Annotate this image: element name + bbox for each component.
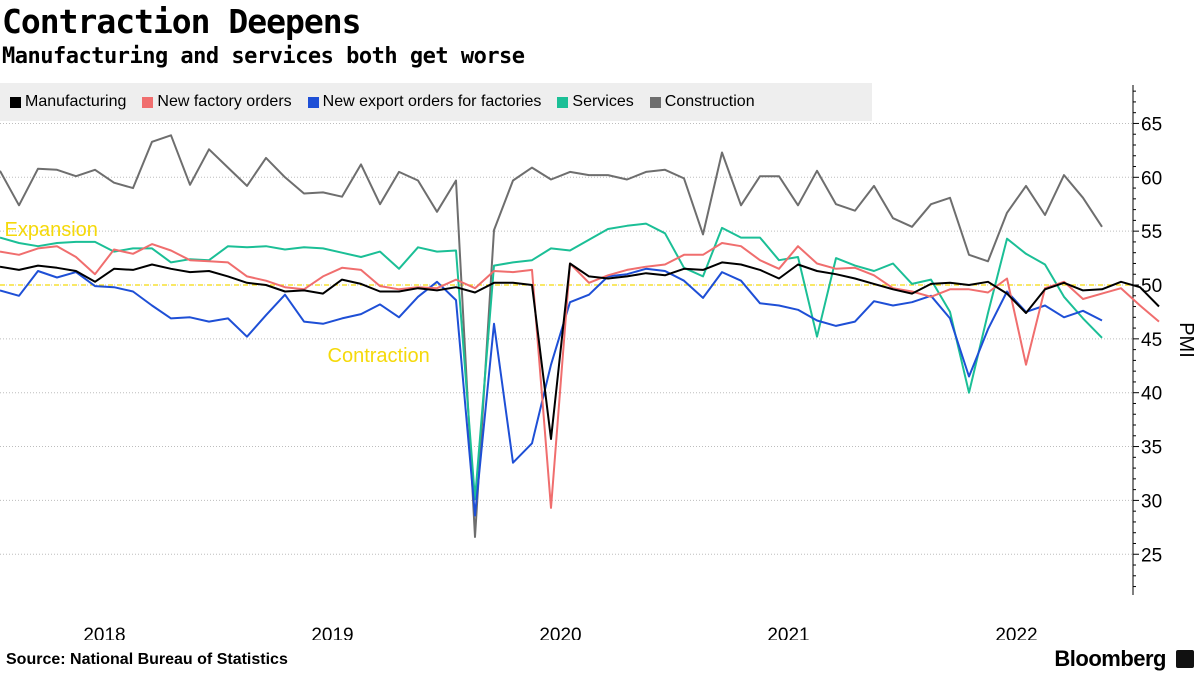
y-tick-label-25: 25 — [1141, 545, 1162, 566]
source-note: Source: National Bureau of Statistics — [6, 651, 288, 668]
legend-swatch — [307, 96, 319, 108]
series-line-manufacturing — [0, 261, 1160, 440]
pmi-line-chart: 25 30 35 40 45 50 55 60 65 PMI Expansion Contractio… — [0, 85, 1197, 640]
legend-item-manufacturing: Manufacturing — [10, 93, 126, 111]
x-tick-label-2019: 2019 — [311, 625, 353, 640]
y-tick-label-65: 65 — [1141, 114, 1162, 135]
series-line-services — [0, 222, 1103, 501]
chart-subtitle: Manufacturing and services both get wors… — [2, 44, 525, 69]
legend-swatch — [557, 96, 569, 108]
legend-item-services: Services — [557, 93, 634, 111]
y-tick-label-30: 30 — [1141, 491, 1162, 512]
brand-logo: Bloomberg — [1054, 646, 1166, 671]
y-tick-label-60: 60 — [1141, 168, 1162, 189]
x-tick-label-2020: 2020 — [539, 625, 581, 640]
bloomberg-terminal-icon — [1176, 650, 1194, 668]
legend-label: New export orders for factories — [322, 93, 542, 110]
x-tick-label-2021: 2021 — [767, 625, 809, 640]
x-tick-label-2022: 2022 — [995, 625, 1037, 640]
legend-label: Manufacturing — [25, 93, 127, 110]
legend-label: Construction — [664, 93, 755, 110]
legend-swatch — [142, 96, 154, 108]
chart-title: Contraction Deepens — [2, 2, 361, 41]
legend-swatch — [649, 96, 661, 108]
y-tick-label-55: 55 — [1141, 222, 1162, 243]
legend-item-new-factory-orders: New factory orders — [142, 93, 292, 111]
legend-label: New factory orders — [157, 93, 292, 110]
chart-legend: Manufacturing New factory orders New expor… — [0, 83, 872, 121]
legend-item-construction: Construction — [649, 93, 755, 111]
y-tick-label-40: 40 — [1141, 384, 1162, 405]
legend-item-new-export-orders-for-factories: New export orders for factories — [307, 93, 542, 111]
legend-label: Services — [572, 93, 634, 110]
y-axis-label: PMI — [1175, 322, 1197, 358]
series-line-new-factory-orders — [0, 242, 1160, 509]
series-line-construction — [0, 134, 1103, 538]
y-tick-label-35: 35 — [1141, 438, 1162, 459]
annotation-expansion: Expansion — [5, 219, 98, 241]
x-tick-label-2018: 2018 — [83, 625, 125, 640]
y-tick-label-50: 50 — [1141, 276, 1162, 297]
series-line-new-export-orders-for-factories — [0, 267, 1103, 517]
annotation-contraction: Contraction — [328, 345, 430, 367]
y-tick-label-45: 45 — [1141, 330, 1162, 351]
legend-swatch — [10, 96, 21, 108]
